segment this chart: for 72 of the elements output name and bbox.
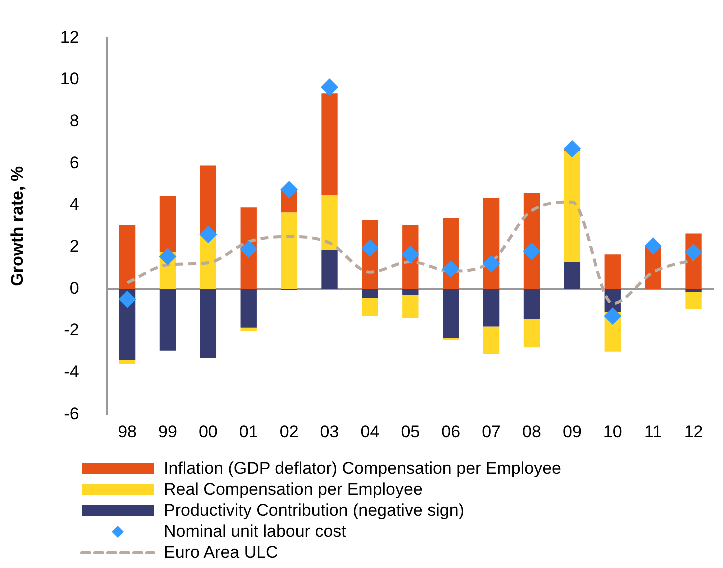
y-tick-label: -6 [64,404,80,424]
bar [483,326,500,354]
x-tick-label: 07 [482,422,502,442]
point [483,256,500,273]
legend-label: Euro Area ULC [164,542,278,563]
x-tick-label: 04 [360,422,380,442]
bar [524,319,540,348]
point [200,226,217,244]
x-tick-label: 02 [280,422,299,442]
x-tick-label: 08 [522,422,542,442]
x-tick-label: 01 [239,422,258,442]
bar [686,289,702,292]
point [442,260,460,278]
bar [240,328,257,331]
bar [119,360,136,364]
point [321,78,338,96]
bar [160,196,176,253]
y-tick-label: 8 [70,112,80,131]
legend-label: Inflation (GDP deflator) Compensation per Employee [164,458,562,479]
x-tick-label: 09 [562,422,582,442]
legend-label: Productivity Contribution (negative sign) [164,500,464,521]
bar [281,212,298,290]
point [240,240,258,258]
bar [240,289,257,328]
legend-label: Nominal unit labour cost [164,521,346,542]
x-tick-label: 03 [320,422,340,442]
bar [524,289,540,320]
bar [564,262,581,290]
bar [119,225,136,290]
y-tick-label: 4 [70,195,80,214]
y-tick-label: -2 [64,320,80,340]
point [280,181,298,198]
point [402,246,420,264]
bar [362,298,378,316]
x-tick-label: 11 [644,422,662,442]
point [685,244,702,262]
point [604,308,622,325]
bar [443,289,460,338]
x-tick-label: 99 [158,422,178,442]
y-axis-title: Growth rate, % [8,166,27,286]
x-tick-label: 98 [118,422,137,442]
bar [686,292,702,309]
y-tick-label: 0 [70,278,80,298]
bar [402,295,419,318]
y-tick-label: 2 [70,237,80,256]
y-tick-label: -4 [64,362,80,382]
bar [322,195,338,250]
bar [604,254,621,290]
y-tick-label: 12 [60,28,80,47]
bar [322,94,338,196]
x-tick-label: 00 [198,422,218,442]
point [523,242,540,260]
y-tick-label: 10 [60,70,80,89]
bar [362,289,378,299]
x-tick-label: 10 [603,422,622,442]
bar [322,250,338,290]
x-tick-label: 05 [401,422,420,442]
bar [200,166,217,235]
point [362,240,379,257]
bar [200,289,217,358]
bar [402,289,419,296]
legend-label: Real Compensation per Employee [164,479,423,500]
x-tick-label: 06 [442,422,461,442]
point [159,248,176,266]
bar [160,289,176,351]
point [119,291,136,308]
point [564,140,581,158]
point [644,238,662,255]
y-tick-label: 6 [70,153,80,172]
bar [564,151,581,262]
x-tick-label: 12 [684,422,704,442]
bar [483,289,500,327]
